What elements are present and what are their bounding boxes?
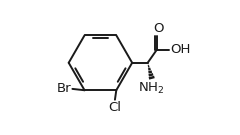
Text: OH: OH bbox=[170, 43, 190, 56]
Text: Cl: Cl bbox=[108, 101, 121, 114]
Text: NH$_2$: NH$_2$ bbox=[138, 81, 164, 96]
Text: O: O bbox=[154, 22, 164, 35]
Text: Br: Br bbox=[57, 82, 72, 95]
